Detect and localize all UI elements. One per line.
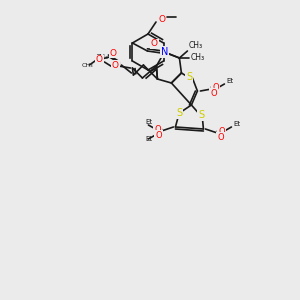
Text: O: O <box>212 82 219 91</box>
Text: CH₃: CH₃ <box>82 63 93 68</box>
Text: S: S <box>176 108 182 118</box>
Text: N: N <box>161 47 168 57</box>
Text: O: O <box>217 133 224 142</box>
Text: O: O <box>112 61 119 70</box>
Text: Et: Et <box>226 78 233 84</box>
Text: O: O <box>96 56 103 64</box>
Text: S: S <box>198 110 205 120</box>
Text: CH₃: CH₃ <box>190 52 205 62</box>
Text: O: O <box>151 40 158 49</box>
Text: S: S <box>186 72 193 82</box>
Text: O: O <box>155 130 162 140</box>
Text: O: O <box>110 49 117 58</box>
Text: Et: Et <box>146 136 152 142</box>
Text: Et: Et <box>146 119 152 125</box>
Text: O: O <box>210 88 217 98</box>
Text: CH₃: CH₃ <box>188 41 203 50</box>
Text: CH₃: CH₃ <box>96 54 109 60</box>
Text: O: O <box>158 14 166 23</box>
Text: Et: Et <box>233 121 241 127</box>
Text: O: O <box>218 127 225 136</box>
Text: O: O <box>154 124 161 134</box>
